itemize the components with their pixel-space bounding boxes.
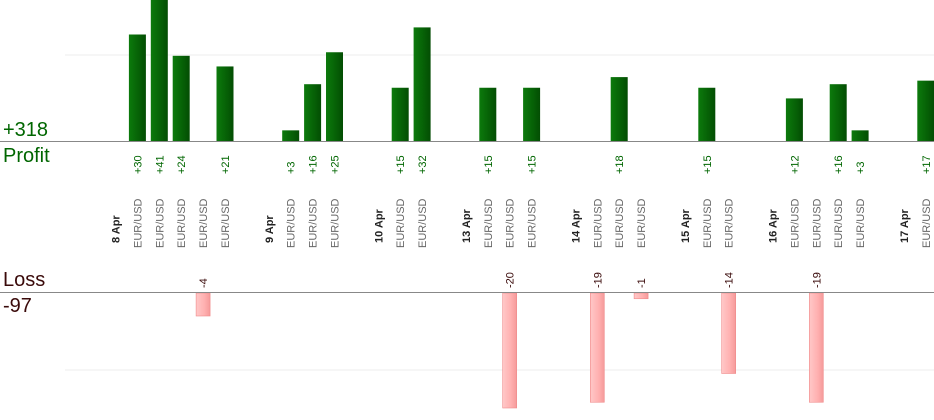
profit-value-label: +15 <box>702 155 714 174</box>
pair-label: EUR/USD <box>286 198 298 248</box>
pair-label: EUR/USD <box>395 198 407 248</box>
date-label: 10 Apr <box>373 208 385 243</box>
profit-value-label: +12 <box>789 155 801 174</box>
loss-bars <box>195 292 824 409</box>
date-label: 15 Apr <box>680 208 692 243</box>
profit-bar <box>479 87 497 141</box>
gridlines <box>65 54 934 371</box>
profit-value-label: +41 <box>154 155 166 174</box>
loss-total: -97 <box>3 295 32 317</box>
loss-value-label: -20 <box>505 272 517 288</box>
profit-bar <box>391 87 409 141</box>
profit-bar <box>851 130 869 141</box>
loss-bar <box>633 292 649 300</box>
profit-value-label: +32 <box>417 155 429 174</box>
profit-value-label: +16 <box>833 155 845 174</box>
loss-value-label: -4 <box>198 278 210 288</box>
profit-bar <box>282 130 300 141</box>
pair-label: EUR/USD <box>154 198 166 248</box>
pair-label: EUR/USD <box>220 198 232 248</box>
pair-label: EUR/USD <box>614 198 626 248</box>
pair-label: EUR/USD <box>702 198 714 248</box>
profit-bar <box>523 87 541 141</box>
loss-value-label: -1 <box>636 278 648 288</box>
profit-value-label: +21 <box>220 155 232 174</box>
loss-label: Loss <box>3 269 46 291</box>
profit-value-label: +3 <box>286 161 298 174</box>
profit-value-label: +15 <box>483 155 495 174</box>
pair-label: EUR/USD <box>636 198 648 248</box>
pair-label: EUR/USD <box>417 198 429 248</box>
profit-value-label: +25 <box>330 155 342 174</box>
profit-bar <box>216 66 234 141</box>
category-labels: 8 Apr EUR/USD +30 EUR/USD +41 EUR/USD +24 EUR/U… <box>111 155 933 288</box>
profit-value-label: +17 <box>921 155 933 174</box>
date-label: 9 Apr <box>264 215 276 243</box>
profit-value-label: +24 <box>176 155 188 174</box>
profit-bars <box>128 0 934 142</box>
profit-bar <box>698 87 716 141</box>
profit-bar <box>413 27 431 141</box>
pair-label: EUR/USD <box>308 198 320 248</box>
profit-bar <box>172 55 190 141</box>
pair-label: EUR/USD <box>505 198 517 248</box>
axes <box>0 141 934 293</box>
profit-bar <box>326 52 343 141</box>
pair-label: EUR/USD <box>789 198 801 248</box>
loss-bar <box>721 292 737 374</box>
date-label: 16 Apr <box>768 208 780 243</box>
profit-total: +318 <box>3 119 49 141</box>
pair-label: EUR/USD <box>724 198 736 248</box>
pair-label: EUR/USD <box>855 198 867 248</box>
pair-label: EUR/USD <box>921 198 933 248</box>
date-label: 13 Apr <box>461 208 473 243</box>
pair-label: EUR/USD <box>198 198 210 248</box>
profit-label: Profit <box>3 145 50 167</box>
profit-bar <box>128 34 146 141</box>
loss-bar <box>808 292 824 403</box>
loss-value-label: -14 <box>724 272 736 288</box>
profit-bar <box>610 77 628 141</box>
loss-value-label: -19 <box>811 272 823 288</box>
profit-bar <box>785 98 803 141</box>
profit-bar <box>304 84 322 141</box>
profit-value-label: +15 <box>527 155 539 174</box>
profit-value-label: +18 <box>614 155 626 174</box>
pair-label: EUR/USD <box>176 198 188 248</box>
profit-value-label: +15 <box>395 155 407 174</box>
profit-bar <box>917 80 934 141</box>
profit-value-label: +16 <box>308 155 320 174</box>
pair-label: EUR/USD <box>833 198 845 248</box>
loss-bar <box>589 292 605 403</box>
pair-label: EUR/USD <box>330 198 342 248</box>
loss-bar <box>502 292 518 409</box>
pair-label: EUR/USD <box>592 198 604 248</box>
date-label: 14 Apr <box>570 208 582 243</box>
pair-label: EUR/USD <box>483 198 495 248</box>
loss-bar <box>195 292 211 317</box>
pair-label: EUR/USD <box>527 198 539 248</box>
loss-value-label: -19 <box>592 272 604 288</box>
profit-value-label: +3 <box>855 161 867 174</box>
pair-label: EUR/USD <box>132 198 144 248</box>
profit-bar <box>829 84 847 141</box>
profit-value-label: +30 <box>132 155 144 174</box>
pair-label: EUR/USD <box>811 198 823 248</box>
date-label: 8 Apr <box>111 215 123 243</box>
profit-bar <box>150 0 168 142</box>
date-label: 17 Apr <box>899 208 911 243</box>
